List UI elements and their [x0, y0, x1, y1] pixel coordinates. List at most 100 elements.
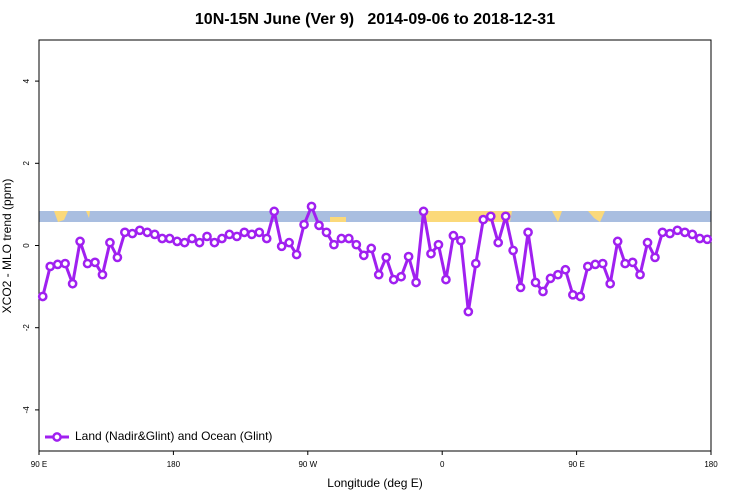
y-tick-label: 2 — [22, 161, 31, 166]
data-point — [642, 237, 653, 248]
x-tick-label: 0 — [440, 460, 445, 469]
data-point — [67, 278, 78, 289]
data-point — [194, 237, 205, 248]
data-point — [694, 233, 705, 244]
ocean-strip — [39, 211, 711, 222]
data-point — [388, 274, 399, 285]
data-point — [530, 277, 541, 288]
y-tick-label: -2 — [22, 324, 31, 332]
data-point — [246, 229, 257, 240]
data-point — [224, 229, 235, 240]
y-axis-label: XCO2 - MLO trend (ppm) — [0, 179, 14, 314]
data-point — [37, 291, 48, 302]
data-point — [179, 237, 190, 248]
data-point — [45, 261, 56, 272]
data-point — [120, 227, 130, 238]
data-point — [545, 273, 556, 284]
land-patch — [330, 217, 346, 222]
data-point — [291, 249, 302, 260]
data-point — [172, 236, 182, 247]
data-point — [306, 201, 317, 212]
data-point — [276, 241, 287, 252]
x-tick-label: 180 — [167, 460, 181, 469]
data-point — [680, 227, 690, 238]
data-point — [403, 251, 414, 262]
data-point — [269, 206, 280, 217]
data-point — [515, 282, 526, 293]
data-point — [568, 289, 578, 300]
data-point — [418, 206, 429, 217]
data-point — [627, 257, 638, 268]
data-point — [209, 237, 220, 248]
data-point — [612, 236, 623, 247]
series-line — [41, 204, 708, 314]
y-tick-label: -4 — [22, 406, 31, 414]
data-point — [650, 252, 660, 263]
data-point — [232, 231, 242, 242]
data-point — [411, 277, 421, 288]
land-patch — [418, 211, 512, 222]
data-point — [605, 278, 616, 289]
legend-marker — [52, 432, 62, 442]
data-point — [508, 245, 518, 256]
data-point — [358, 250, 369, 261]
data-point — [314, 220, 324, 231]
land-ocean-strip — [39, 211, 711, 222]
data-point — [336, 233, 347, 244]
x-axis-label: Longitude (deg E) — [327, 476, 422, 490]
y-tick-label: 0 — [22, 243, 31, 248]
data-point — [456, 235, 466, 246]
data-point — [523, 227, 533, 238]
data-point — [478, 214, 489, 225]
data-point — [157, 233, 168, 244]
data-point — [575, 291, 586, 302]
data-point — [239, 227, 250, 238]
data-point — [134, 225, 145, 236]
data-point — [381, 252, 392, 263]
chart-title: 10N-15N June (Ver 9) 2014-09-06 to 2018-… — [195, 11, 555, 28]
x-tick-label: 180 — [704, 460, 718, 469]
data-point — [284, 237, 294, 248]
data-point — [448, 230, 459, 241]
land-patch — [588, 211, 605, 222]
data-point — [366, 243, 377, 254]
data-point — [441, 274, 451, 285]
data-point — [620, 258, 630, 269]
data-point — [217, 233, 227, 244]
data-point — [396, 271, 406, 282]
data-point — [254, 227, 265, 238]
data-point — [344, 233, 354, 244]
data-point — [373, 269, 384, 280]
data-point — [590, 259, 601, 270]
data-point — [351, 239, 362, 250]
data-point — [433, 239, 444, 250]
data-point — [90, 257, 100, 268]
data-point — [672, 225, 683, 236]
data-point — [687, 229, 698, 240]
data-point — [485, 211, 496, 222]
data-point — [657, 227, 668, 238]
data-point — [500, 211, 511, 222]
data-point — [52, 259, 63, 270]
data-point — [82, 258, 93, 269]
data-point — [149, 229, 160, 240]
y-tick-label: 4 — [22, 78, 31, 83]
legend-label: Land (Nadir&Glint) and Ocean (Glint) — [75, 429, 272, 443]
data-point — [261, 233, 272, 244]
land-patch — [54, 211, 68, 222]
data-point — [202, 231, 212, 242]
x-tick-label: 90 E — [31, 460, 47, 469]
data-point — [426, 248, 436, 259]
data-point — [187, 233, 197, 244]
data-point — [127, 228, 138, 239]
data-point — [582, 261, 593, 272]
data-point — [470, 258, 481, 269]
data-point — [538, 286, 548, 297]
data-point — [75, 236, 85, 247]
x-tick-label: 90 E — [568, 460, 584, 469]
data-point — [299, 219, 309, 230]
land-patch — [86, 211, 90, 218]
data-point — [560, 264, 571, 275]
data-point — [553, 269, 563, 280]
